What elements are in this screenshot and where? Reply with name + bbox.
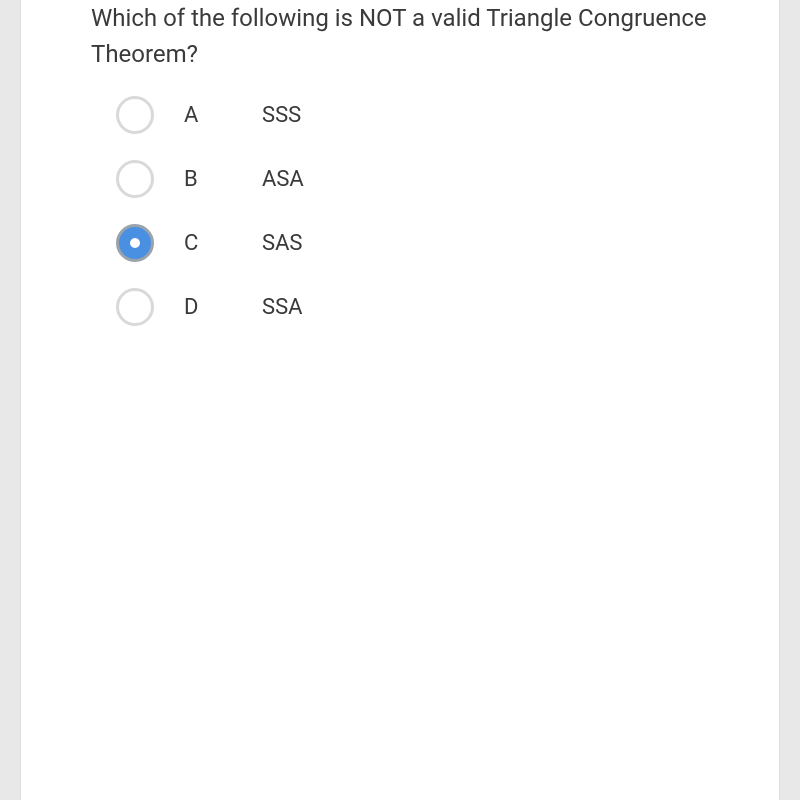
radio-icon[interactable] (116, 288, 154, 326)
question-card: Which of the following is NOT a valid Tr… (20, 0, 780, 800)
option-letter: A (184, 103, 214, 128)
option-label: SAS (262, 231, 302, 256)
radio-icon-selected[interactable] (116, 224, 154, 262)
option-letter: D (184, 295, 214, 320)
options-list: A SSS B ASA C SAS D SSA (61, 96, 739, 326)
option-letter: C (184, 231, 214, 256)
option-label: ASA (262, 167, 304, 192)
option-label: SSS (262, 103, 301, 128)
option-label: SSA (262, 295, 302, 320)
option-b[interactable]: B ASA (116, 160, 739, 198)
option-c[interactable]: C SAS (116, 224, 739, 262)
option-letter: B (184, 167, 214, 192)
radio-icon[interactable] (116, 160, 154, 198)
option-d[interactable]: D SSA (116, 288, 739, 326)
option-a[interactable]: A SSS (116, 96, 739, 134)
question-text: Which of the following is NOT a valid Tr… (61, 0, 739, 92)
radio-icon[interactable] (116, 96, 154, 134)
